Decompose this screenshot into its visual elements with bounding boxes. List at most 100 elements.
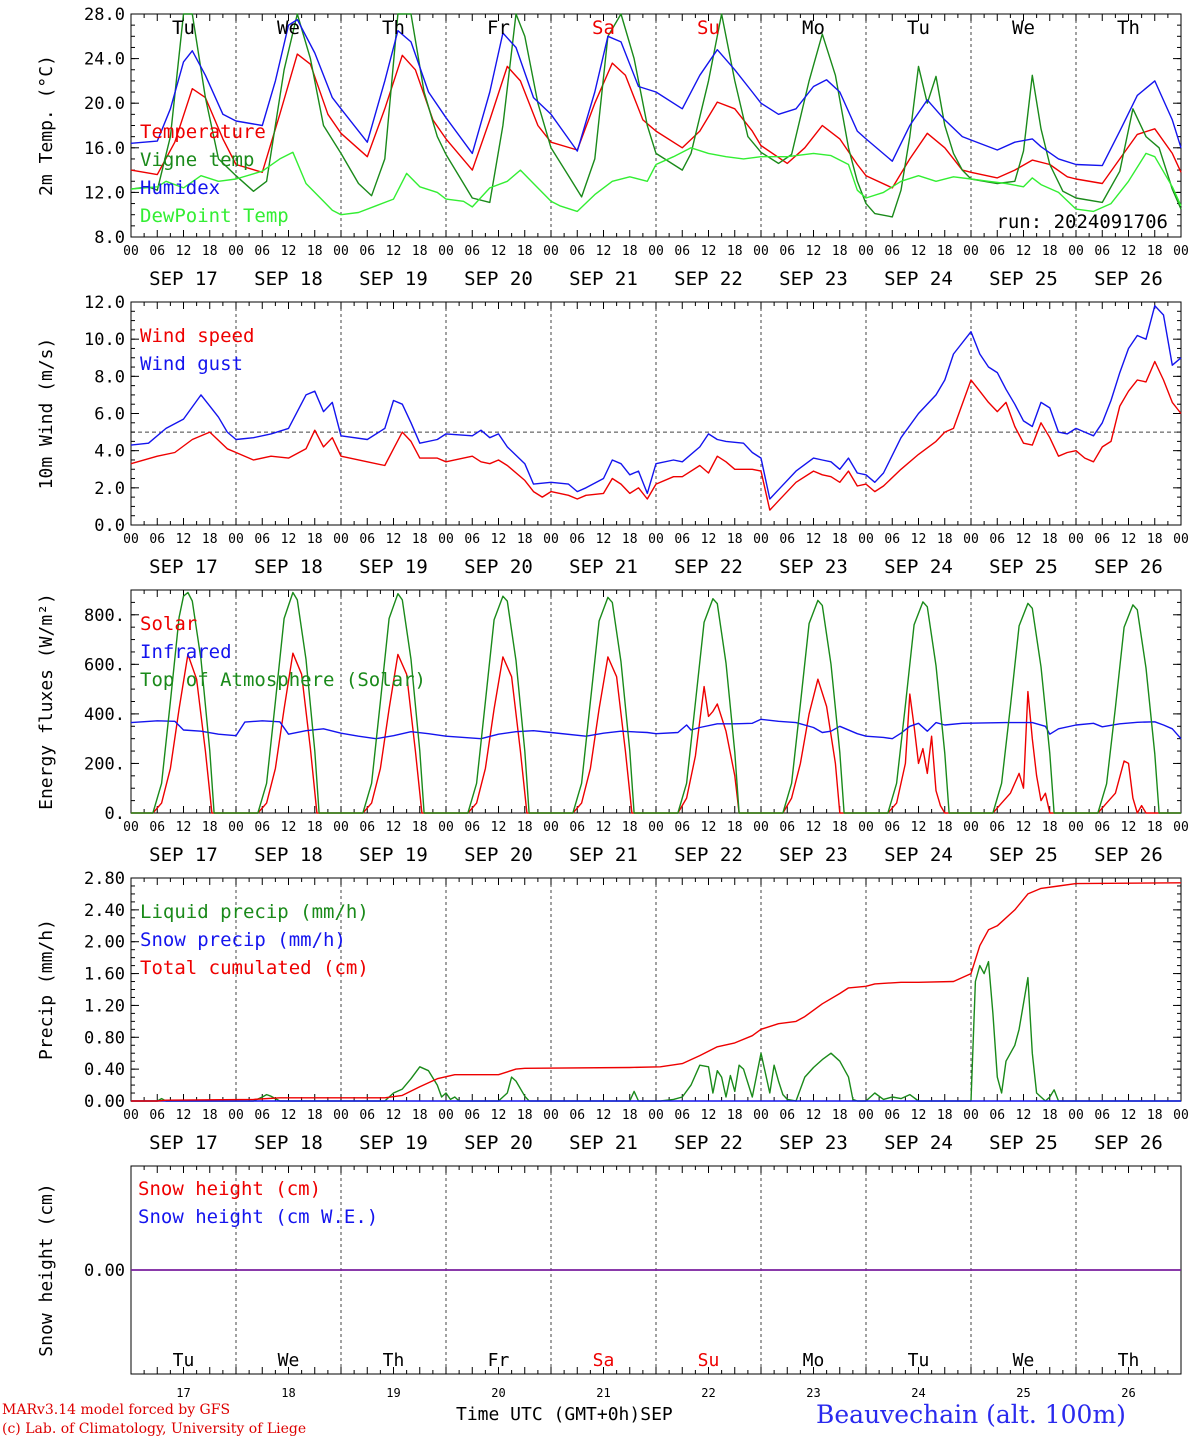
y-tick-label: 0.40 <box>84 1060 125 1080</box>
series-line <box>130 718 1182 740</box>
y-tick-label: 800. <box>84 606 125 626</box>
x-hour-label: 06 <box>884 820 900 835</box>
model-credit: MARv3.14 model forced by GFS <box>2 1402 231 1418</box>
x-hour-label: 18 <box>1147 532 1163 547</box>
series-line <box>130 18 1182 167</box>
day-name-top: We <box>277 17 300 39</box>
x-hour-label: 06 <box>989 820 1005 835</box>
x-hour-label: 00 <box>1173 244 1189 259</box>
x-hour-label: 00 <box>333 820 349 835</box>
x-hour-label: 18 <box>937 532 953 547</box>
x-hour-label: 00 <box>333 244 349 259</box>
series-line <box>130 360 1182 511</box>
legend-entry: Snow precip (mm/h) <box>140 929 346 951</box>
x-hour-label: 12 <box>491 244 507 259</box>
day-name-top: Mo <box>802 17 825 39</box>
date-label: SEP 26 <box>1094 556 1163 578</box>
day-number: 25 <box>1016 1386 1030 1400</box>
x-hour-label: 18 <box>727 244 743 259</box>
x-hour-label: 00 <box>438 532 454 547</box>
day-number: 22 <box>701 1386 715 1400</box>
x-hour-label: 00 <box>648 1108 664 1123</box>
y-tick-label: 0.0 <box>94 516 125 536</box>
x-hour-label: 12 <box>491 532 507 547</box>
date-label: SEP 21 <box>569 844 638 866</box>
x-hour-label: 18 <box>1042 244 1058 259</box>
date-label: SEP 25 <box>989 556 1058 578</box>
x-hour-label: 18 <box>1042 820 1058 835</box>
x-hour-label: 12 <box>1121 1108 1137 1123</box>
x-hour-label: 00 <box>543 244 559 259</box>
x-hour-label: 00 <box>648 820 664 835</box>
legend-entry: Total cumulated (cm) <box>140 957 369 979</box>
y-tick-label: 12.0 <box>84 183 125 203</box>
x-hour-label: 12 <box>386 532 402 547</box>
x-hour-label: 06 <box>149 1108 165 1123</box>
x-hour-label: 12 <box>596 1108 612 1123</box>
x-hour-label: 00 <box>963 820 979 835</box>
date-label: SEP 26 <box>1094 1132 1163 1154</box>
x-hour-label: 00 <box>438 1108 454 1123</box>
x-hour-label: 00 <box>858 532 874 547</box>
y-tick-label: 2.00 <box>84 933 125 953</box>
day-number: 21 <box>596 1386 610 1400</box>
day-number: 20 <box>491 1386 505 1400</box>
series-line <box>130 13 1182 218</box>
x-hour-label: 18 <box>307 244 323 259</box>
day-name-top: Tu <box>172 17 195 39</box>
x-hour-label: 00 <box>1173 1108 1189 1123</box>
date-label: SEP 23 <box>779 556 848 578</box>
x-hour-label: 12 <box>1016 244 1032 259</box>
legend-entry: Wind speed <box>140 325 254 347</box>
x-hour-label: 00 <box>1068 1108 1084 1123</box>
day-name-top: Tu <box>907 17 930 39</box>
x-hour-label: 12 <box>911 820 927 835</box>
x-hour-label: 18 <box>202 244 218 259</box>
x-hour-label: 06 <box>779 532 795 547</box>
day-name-bottom: We <box>278 1350 300 1371</box>
x-hour-label: 06 <box>779 1108 795 1123</box>
x-hour-label: 00 <box>228 532 244 547</box>
x-hour-label: 12 <box>911 244 927 259</box>
x-hour-label: 18 <box>1042 532 1058 547</box>
series-line <box>130 305 1182 500</box>
x-hour-label: 12 <box>1121 244 1137 259</box>
x-hour-label: 12 <box>1016 532 1032 547</box>
day-number: 17 <box>176 1386 190 1400</box>
x-hour-label: 06 <box>1094 820 1110 835</box>
x-hour-label: 12 <box>806 244 822 259</box>
x-hour-label: 06 <box>569 820 585 835</box>
x-hour-label: 06 <box>674 820 690 835</box>
y-tick-label: 0.00 <box>84 1092 125 1112</box>
y-tick-label: 8.0 <box>94 228 125 248</box>
x-hour-label: 12 <box>491 1108 507 1123</box>
x-hour-label: 00 <box>753 244 769 259</box>
x-hour-label: 06 <box>989 1108 1005 1123</box>
y-tick-label: 20.0 <box>84 94 125 114</box>
run-label: run: 2024091706 <box>996 211 1168 233</box>
x-hour-label: 06 <box>359 820 375 835</box>
x-hour-label: 18 <box>517 1108 533 1123</box>
day-name-top: Th <box>382 17 405 39</box>
date-label: SEP 24 <box>884 844 953 866</box>
time-axis-label: Time UTC (GMT+0h)SEP <box>456 1404 673 1425</box>
date-label: SEP 21 <box>569 1132 638 1154</box>
x-hour-label: 12 <box>281 244 297 259</box>
x-hour-label: 18 <box>832 244 848 259</box>
x-hour-label: 12 <box>281 532 297 547</box>
x-hour-label: 18 <box>307 820 323 835</box>
x-hour-label: 06 <box>149 820 165 835</box>
x-hour-label: 12 <box>806 532 822 547</box>
day-name-top: We <box>1012 17 1035 39</box>
x-hour-label: 12 <box>176 1108 192 1123</box>
x-hour-label: 18 <box>937 1108 953 1123</box>
x-hour-label: 00 <box>858 820 874 835</box>
y-axis-label: 10m Wind (m/s) <box>36 338 57 490</box>
x-hour-label: 06 <box>254 532 270 547</box>
series-line <box>131 652 1181 814</box>
y-tick-label: 200. <box>84 754 125 774</box>
day-number: 19 <box>386 1386 400 1400</box>
x-hour-label: 18 <box>832 532 848 547</box>
x-hour-label: 00 <box>753 1108 769 1123</box>
x-hour-label: 18 <box>412 1108 428 1123</box>
